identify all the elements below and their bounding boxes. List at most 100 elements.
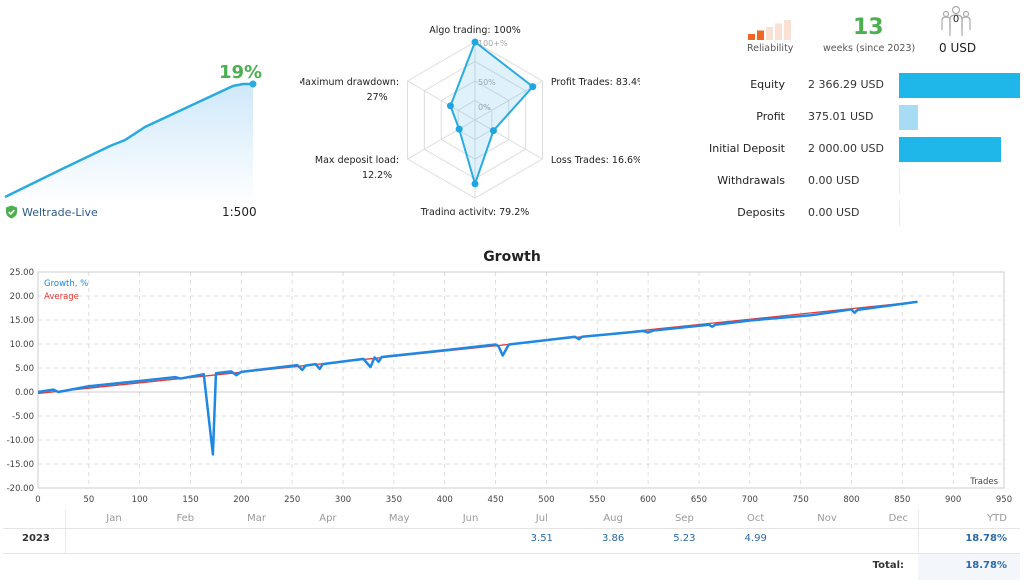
y-tick-label: 10.00 bbox=[10, 340, 34, 350]
radar-point bbox=[471, 38, 479, 46]
series-line-growth bbox=[37, 300, 918, 456]
weeks-count: 13 bbox=[853, 15, 884, 40]
radar-area bbox=[449, 40, 535, 188]
x-tick-label: 250 bbox=[284, 495, 300, 505]
month-header: Sep bbox=[674, 513, 694, 524]
year-ytd-value: 18.78% bbox=[965, 533, 1007, 544]
radar-axis-value: 27% bbox=[367, 92, 388, 103]
x-tick-label: 550 bbox=[589, 495, 605, 505]
y-tick-label: 25.00 bbox=[10, 268, 34, 278]
leverage: 1:500 bbox=[222, 205, 257, 219]
x-tick-label: 600 bbox=[640, 495, 656, 505]
growth-sparkline bbox=[4, 80, 257, 205]
x-tick-label: 0 bbox=[35, 495, 40, 505]
x-tick-label: 350 bbox=[386, 495, 402, 505]
reliability-indicator bbox=[748, 18, 793, 44]
sparkline-end-point bbox=[249, 80, 257, 88]
year-label: 2023 bbox=[22, 533, 50, 544]
stat-bar bbox=[899, 105, 919, 130]
radar-spoke bbox=[474, 119, 543, 160]
x-tick-label: 650 bbox=[691, 495, 707, 505]
growth-percent: 19% bbox=[219, 62, 263, 83]
broker-link[interactable]: Weltrade-Live bbox=[5, 205, 98, 219]
stat-value: 0.00 USD bbox=[808, 174, 860, 187]
month-header: Feb bbox=[176, 513, 195, 524]
x-axis-label: Trades bbox=[969, 477, 998, 487]
x-tick-label: 900 bbox=[945, 495, 961, 505]
y-tick-label: -20.00 bbox=[7, 484, 34, 494]
radar-axis-label: Loss Trades: 16.6% bbox=[551, 155, 640, 166]
month-header: Jan bbox=[106, 513, 122, 524]
x-tick-label: 50 bbox=[83, 495, 94, 505]
chart-title: Growth bbox=[483, 249, 541, 265]
reliability-bar bbox=[757, 30, 764, 40]
radar-spoke bbox=[407, 80, 476, 121]
month-header: Oct bbox=[747, 513, 765, 524]
radar-chart: 100+% 50% 0% Algo trading: 100% Profit Trade… bbox=[300, 25, 640, 215]
radar-ring-label: 0% bbox=[478, 103, 491, 112]
y-tick-label: 5.00 bbox=[15, 364, 34, 374]
radar-point bbox=[529, 83, 537, 91]
legend-entry: Growth, % bbox=[44, 279, 88, 289]
month-header: Nov bbox=[817, 513, 837, 524]
x-tick-label: 950 bbox=[996, 495, 1012, 505]
radar-spoke bbox=[407, 119, 476, 160]
subscription-price: 0 USD bbox=[939, 41, 977, 55]
x-tick-label: 200 bbox=[233, 495, 249, 505]
stat-label: Deposits bbox=[737, 206, 785, 219]
x-tick-label: 800 bbox=[843, 495, 859, 505]
total-label: Total: bbox=[872, 560, 904, 571]
radar-point bbox=[455, 125, 463, 133]
plot-frame bbox=[37, 271, 1005, 489]
x-tick-label: 400 bbox=[437, 495, 453, 505]
x-tick-label: 850 bbox=[894, 495, 910, 505]
y-tick-label: -15.00 bbox=[7, 460, 34, 470]
reliability-bar bbox=[748, 34, 755, 40]
sparkline-area bbox=[5, 84, 253, 205]
y-tick-label: 20.00 bbox=[10, 292, 34, 302]
x-tick-label: 500 bbox=[538, 495, 554, 505]
month-value: 3.51 bbox=[530, 533, 553, 544]
subscribers-icon: 0 bbox=[941, 5, 971, 36]
stat-value: 2 366.29 USD bbox=[808, 78, 884, 91]
reliability-bar bbox=[775, 23, 782, 40]
weeks-label: weeks (since 2023) bbox=[823, 43, 916, 54]
x-tick-label: 150 bbox=[182, 495, 198, 505]
month-header: Dec bbox=[888, 513, 908, 524]
stat-bar bbox=[899, 169, 900, 194]
stat-label: Profit bbox=[756, 110, 785, 123]
reliability-bar bbox=[766, 27, 773, 40]
month-value: 4.99 bbox=[744, 533, 767, 544]
monthly-returns-table: Jan Feb Mar Apr May Jun Jul Aug Sep Oct Nov Dec YTD … bbox=[0, 510, 1024, 585]
radar-axis-label: Trading activity: 79.2% bbox=[420, 207, 530, 215]
radar-point bbox=[471, 180, 479, 188]
x-tick-label: 700 bbox=[742, 495, 758, 505]
month-header: Jun bbox=[462, 513, 479, 524]
radar-axis-label: Maximum drawdown: bbox=[300, 77, 399, 88]
radar-ring-label: 50% bbox=[478, 78, 496, 87]
x-tick-label: 450 bbox=[487, 495, 503, 505]
x-tick-label: 750 bbox=[793, 495, 809, 505]
y-tick-label: -5.00 bbox=[12, 412, 34, 422]
stat-bar bbox=[899, 201, 900, 226]
reliability-bar bbox=[784, 20, 791, 40]
y-tick-label: -10.00 bbox=[7, 436, 34, 446]
y-tick-label: 0.00 bbox=[15, 388, 34, 398]
radar-axis-label: Algo trading: 100% bbox=[429, 25, 521, 36]
radar-axis-value: 12.2% bbox=[362, 170, 392, 181]
stat-value: 375.01 USD bbox=[808, 110, 874, 123]
stat-label: Withdrawals bbox=[717, 174, 785, 187]
sparkline-line bbox=[4, 82, 253, 199]
radar-axis-label: Max deposit load: bbox=[315, 155, 399, 166]
radar-point bbox=[446, 102, 454, 110]
stat-bar bbox=[899, 137, 1002, 162]
month-header: Aug bbox=[603, 513, 623, 524]
month-value: 3.86 bbox=[601, 533, 625, 544]
reliability-bars-icon bbox=[748, 20, 791, 40]
ytd-header: YTD bbox=[987, 513, 1007, 524]
total-value: 18.78% bbox=[965, 560, 1007, 571]
broker-name: Weltrade-Live bbox=[22, 205, 98, 219]
stat-label: Initial Deposit bbox=[709, 142, 785, 155]
x-tick-label: 100 bbox=[132, 495, 148, 505]
x-tick-label: 300 bbox=[335, 495, 351, 505]
